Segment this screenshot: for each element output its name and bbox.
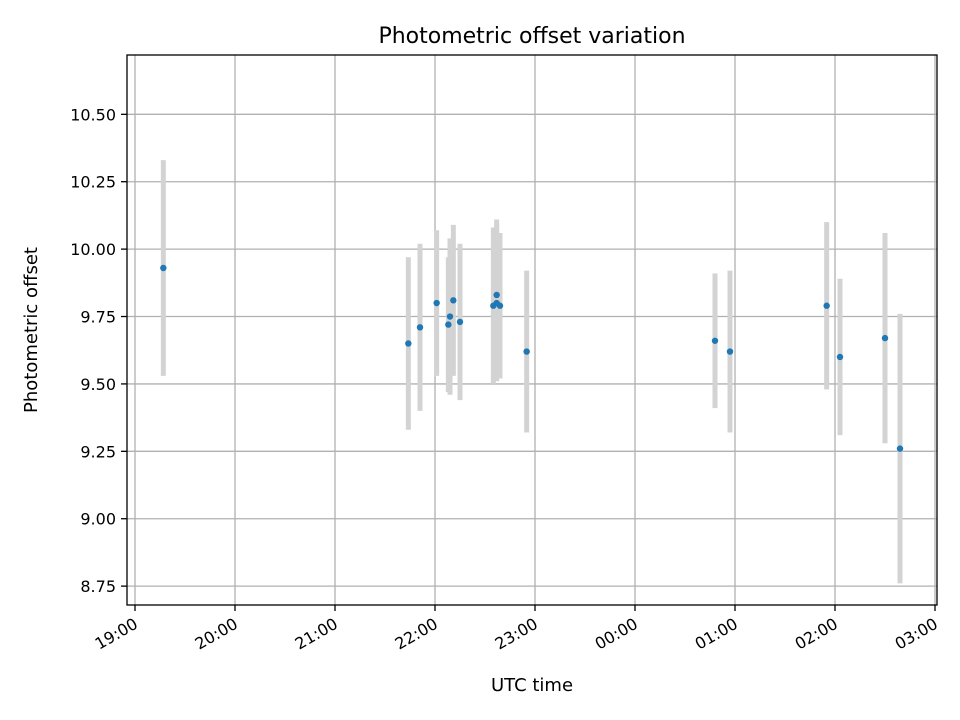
x-tick-label: 20:00: [192, 614, 241, 654]
x-axis-label: UTC time: [491, 675, 573, 696]
data-point: [493, 291, 500, 299]
y-tick-label: 10.50: [70, 105, 116, 124]
data-point: [881, 334, 889, 342]
errorbar-layer: [160, 160, 903, 584]
y-tick-label: 9.00: [80, 510, 116, 529]
data-point: [496, 302, 504, 309]
x-tick-label: 21:00: [292, 614, 341, 654]
data-point: [445, 321, 452, 328]
data-point: [836, 353, 844, 361]
data-point: [160, 264, 167, 272]
y-tick-label: 10.00: [70, 240, 116, 259]
y-tick-label: 9.25: [80, 442, 116, 461]
data-point: [711, 337, 719, 344]
data-point: [450, 297, 457, 304]
x-tick-label: 00:00: [592, 614, 641, 654]
data-point: [523, 348, 530, 355]
data-point: [433, 299, 440, 307]
x-tick-label: 01:00: [692, 614, 741, 654]
tick-layer: 19:00 20:00 21:00 22:00 23:00 00:00 01:00 02:00…: [70, 105, 941, 653]
point-layer: [160, 264, 904, 452]
chart-title: Photometric offset variation: [378, 24, 685, 49]
x-tick-label: 02:00: [792, 614, 841, 654]
y-tick-label: 10.25: [70, 173, 116, 192]
data-point: [896, 445, 904, 452]
y-tick-label: 9.50: [80, 375, 116, 394]
data-point: [405, 340, 412, 347]
data-point: [726, 348, 734, 355]
data-point: [446, 313, 454, 320]
y-tick-label: 8.75: [80, 577, 116, 596]
x-tick-label: 22:00: [392, 614, 441, 654]
data-point: [416, 324, 424, 331]
y-axis-label: Photometric offset: [21, 247, 42, 413]
grid-layer: [127, 55, 937, 605]
x-tick-label: 23:00: [492, 614, 541, 654]
data-point: [823, 302, 830, 309]
plot-frame: [126, 54, 938, 606]
data-point: [456, 318, 464, 326]
x-tick-label: 19:00: [92, 614, 141, 654]
x-tick-label: 03:00: [892, 614, 941, 654]
y-tick-label: 9.75: [80, 308, 116, 327]
